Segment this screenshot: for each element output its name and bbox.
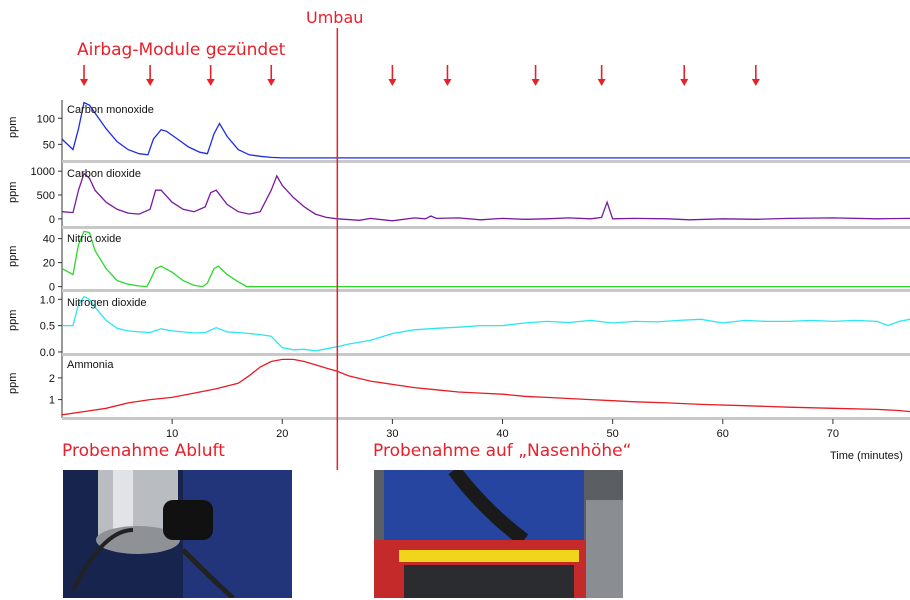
y-tick-label: 0.5 xyxy=(40,321,55,333)
y-tick-label: 50 xyxy=(43,139,55,151)
y-axis-label: ppm xyxy=(7,246,19,267)
airbag-arrowhead xyxy=(388,79,397,86)
y-axis-label: ppm xyxy=(7,182,19,203)
y-axis-label: ppm xyxy=(7,117,19,138)
y-tick-label: 20 xyxy=(43,258,55,270)
panel-separator xyxy=(62,289,910,292)
airbag-label: Airbag-Module gezündet xyxy=(77,40,286,60)
test-chamber-photo xyxy=(374,470,623,598)
x-tick-label: 70 xyxy=(827,428,839,440)
panel-separator xyxy=(62,160,910,163)
series-line-no2 xyxy=(62,295,910,352)
airbag-arrowhead xyxy=(680,79,689,86)
airbag-arrowhead xyxy=(443,79,452,86)
panel-title-co: Carbon monoxide xyxy=(67,104,154,116)
y-tick-label: 0 xyxy=(49,282,55,294)
x-tick-label: 40 xyxy=(496,428,508,440)
airbag-arrowhead xyxy=(206,79,215,86)
x-axis-label: Time (minutes) xyxy=(830,450,903,462)
series-line-co xyxy=(61,101,910,159)
y-tick-label: 40 xyxy=(43,234,55,246)
airbag-arrowhead xyxy=(751,79,760,86)
nose-height-sampling-label: Probenahme auf „Nasenhöhe“ xyxy=(373,441,632,461)
x-tick-label: 60 xyxy=(717,428,729,440)
panel-title-no2: Nitrogen dioxide xyxy=(67,297,147,309)
panel-separator xyxy=(62,417,910,420)
series-line-no xyxy=(61,230,910,288)
y-axis-label: ppm xyxy=(7,373,19,394)
panel-separator xyxy=(62,353,910,356)
y-tick-label: 2 xyxy=(49,373,55,385)
y-tick-label: 1 xyxy=(49,395,55,407)
abluft-sampling-label: Probenahme Abluft xyxy=(62,441,225,461)
panel-title-nh3: Ammonia xyxy=(67,359,114,371)
x-tick-label: 10 xyxy=(166,428,178,440)
series-line-co2 xyxy=(61,172,910,222)
airbag-arrowhead xyxy=(597,79,606,86)
y-tick-label: 1.0 xyxy=(40,294,55,306)
panel-separator xyxy=(62,226,910,229)
umbau-label: Umbau xyxy=(306,8,364,27)
x-tick-label: 20 xyxy=(276,428,288,440)
airbag-arrowhead xyxy=(531,79,540,86)
y-tick-label: 1000 xyxy=(31,166,55,178)
y-tick-label: 0.0 xyxy=(40,347,55,359)
airbag-arrowhead xyxy=(80,79,89,86)
x-tick-label: 30 xyxy=(386,428,398,440)
panel-title-co2: Carbon dioxide xyxy=(67,168,141,180)
airbag-arrowhead xyxy=(267,79,276,86)
airbag-arrowhead xyxy=(146,79,155,86)
panel-title-no: Nitric oxide xyxy=(67,233,121,245)
y-tick-label: 500 xyxy=(37,190,55,202)
x-tick-label: 50 xyxy=(607,428,619,440)
y-tick-label: 100 xyxy=(37,113,55,125)
y-axis-label: ppm xyxy=(7,310,19,331)
series-line-nh3 xyxy=(61,358,910,416)
exhaust-duct-photo xyxy=(63,470,292,598)
y-tick-label: 0 xyxy=(49,214,55,226)
